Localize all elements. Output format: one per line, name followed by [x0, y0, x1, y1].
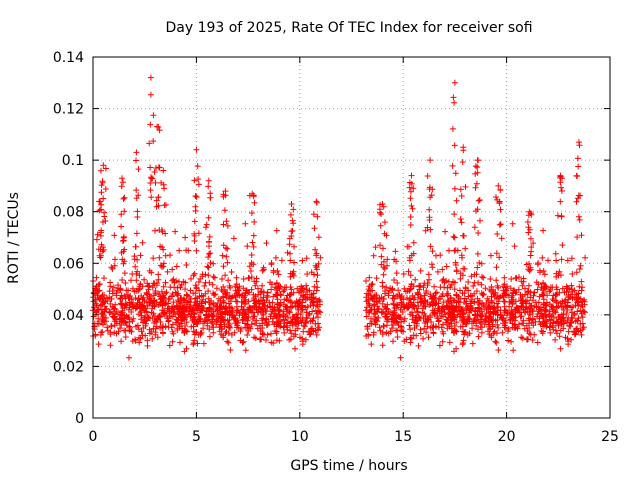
- roti-markers: [90, 74, 589, 361]
- x-tick-label: 5: [192, 429, 201, 445]
- chart-title: Day 193 of 2025, Rate Of TEC Index for r…: [165, 20, 532, 36]
- x-tick-label: 20: [498, 429, 516, 445]
- y-axis-label: ROTI / TECUs: [6, 192, 22, 284]
- x-axis-label: GPS time / hours: [290, 458, 407, 474]
- y-tick-label: 0.12: [53, 102, 84, 118]
- x-tick-label: 10: [291, 429, 309, 445]
- y-tick-label: 0.08: [53, 205, 84, 221]
- y-tick-label: 0.06: [53, 256, 84, 272]
- y-tick-label: 0: [75, 411, 84, 427]
- grid: [93, 57, 610, 418]
- y-tick-label: 0.04: [53, 308, 84, 324]
- data-points: [90, 74, 589, 361]
- y-tick-label: 0.1: [62, 153, 84, 169]
- y-tick-label: 0.02: [53, 359, 84, 375]
- x-tick-label: 15: [394, 429, 412, 445]
- axis-ticks: 0 5 10 15 20 25 0 0.02 0.04 0.06 0.08 0.1 0.12 0.14: [53, 50, 619, 445]
- x-tick-label: 0: [89, 429, 98, 445]
- plot-frame: [92, 56, 611, 419]
- x-tick-label: 25: [601, 429, 619, 445]
- y-tick-label: 0.14: [53, 50, 84, 66]
